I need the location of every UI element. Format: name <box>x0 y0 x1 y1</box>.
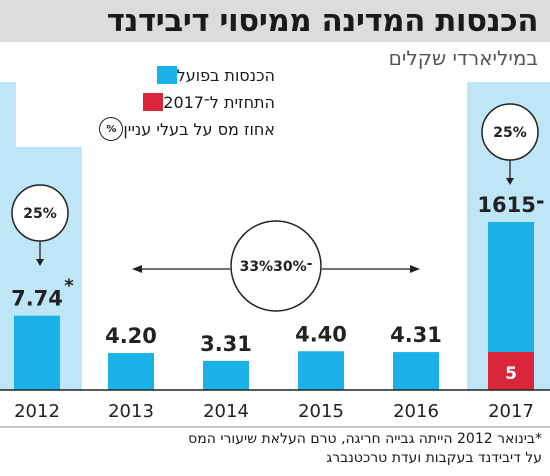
footnote-marker: * <box>64 276 74 297</box>
bar-2013 <box>108 353 154 390</box>
bar-label-2016: 4.31 <box>390 323 442 347</box>
x-tick-2012: 2012 <box>14 401 60 422</box>
legend-item-tax-rate: % אחוז מס על בעלי עניין <box>91 117 275 141</box>
percent-icon: % <box>99 117 124 141</box>
tax-arrow-2012-head <box>36 259 44 266</box>
bar-2012 <box>14 315 60 390</box>
footnote: *בינואר 2012 הייתה גבייה חריגה, טרם העלא… <box>2 430 542 468</box>
chart-subtitle: במיליארדי שקלים <box>388 46 538 70</box>
legend-swatch-actual <box>156 66 177 84</box>
bar-2015 <box>298 351 344 390</box>
tax-bubble-2013-2016-circle <box>230 220 322 312</box>
x-tick-2015: 2015 <box>298 401 344 422</box>
x-tick-2016: 2016 <box>393 401 439 422</box>
bar-label-2012: 7.74 <box>11 287 63 311</box>
tax-range-arrow-right <box>410 265 420 273</box>
bar-label-2015: 4.40 <box>295 322 347 346</box>
tax-range-arrow-left <box>132 265 142 273</box>
chart-title: הכנסות המדינה ממיסוי דיבידנד <box>106 3 539 39</box>
legend-swatch-forecast <box>143 93 164 111</box>
bar-label-2017: 16־15 <box>477 193 544 217</box>
tax-bubble-2017-label: 25% <box>493 125 527 141</box>
x-tick-2013: 2013 <box>108 401 154 422</box>
bar-2017-forecast <box>488 222 534 352</box>
x-tick-2014: 2014 <box>203 401 249 422</box>
footnote-line-2: על דיבידנד בעקבות ועדת טרכטנברג <box>326 450 542 466</box>
legend-item-forecast: התחזית ל־2017 <box>133 90 275 114</box>
bar-label-2013: 4.20 <box>105 324 157 348</box>
legend-label-tax-rate: אחוז מס על בעלי עניין <box>123 119 275 139</box>
legend-label-forecast: התחזית ל־2017 <box>163 92 275 112</box>
bar-2016 <box>393 352 439 390</box>
title-bar <box>0 0 550 42</box>
x-tick-2017: 2017 <box>488 401 534 422</box>
legend: הכנסות בפועל התחזית ל־2017 % אחוז מס על … <box>16 57 285 147</box>
tax-bubble-2013-2016-label: 33%־30% <box>240 259 313 275</box>
footnote-line-1: *בינואר 2012 הייתה גבייה חריגה, טרם העלא… <box>188 431 542 447</box>
tax-bubble-2012-label: 25% <box>23 206 57 222</box>
tax-arrow-2017-head <box>506 178 514 185</box>
bar-2014 <box>203 360 249 390</box>
legend-label-actual: הכנסות בפועל <box>176 65 275 85</box>
bar-label-2014: 3.31 <box>200 332 252 356</box>
bar-2017-red-segment <box>488 352 534 390</box>
bar-label-2017-inner: 5 <box>505 364 517 384</box>
legend-item-actual: הכנסות בפועל <box>147 63 275 87</box>
